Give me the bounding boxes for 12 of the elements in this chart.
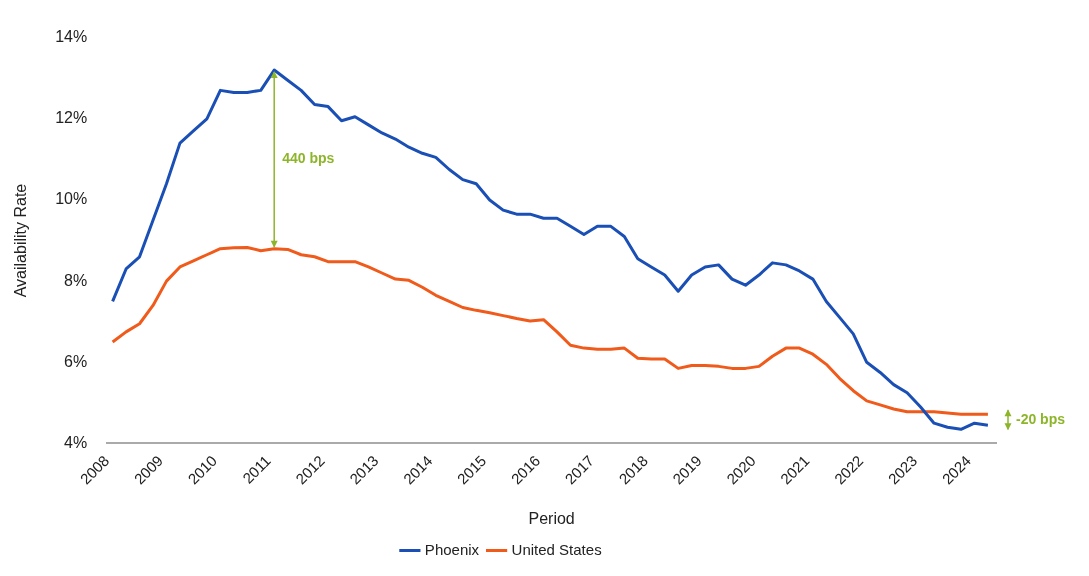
text: -20 bps xyxy=(1016,410,1066,427)
annotation: 440 bps xyxy=(282,150,335,167)
y-tick-label: 12% xyxy=(55,109,88,127)
legend-label: Phoenix xyxy=(424,540,480,558)
y-tick-label: 8% xyxy=(64,271,88,289)
x-axis-title: Period xyxy=(528,509,575,527)
y-tick-label: 4% xyxy=(64,433,88,451)
y-tick-label: 10% xyxy=(55,190,88,208)
y-axis-title: Availability Rate xyxy=(12,183,30,298)
y-tick-label: 14% xyxy=(55,28,88,46)
legend-label: United States xyxy=(511,540,602,558)
y-tick-label: 6% xyxy=(64,352,88,370)
